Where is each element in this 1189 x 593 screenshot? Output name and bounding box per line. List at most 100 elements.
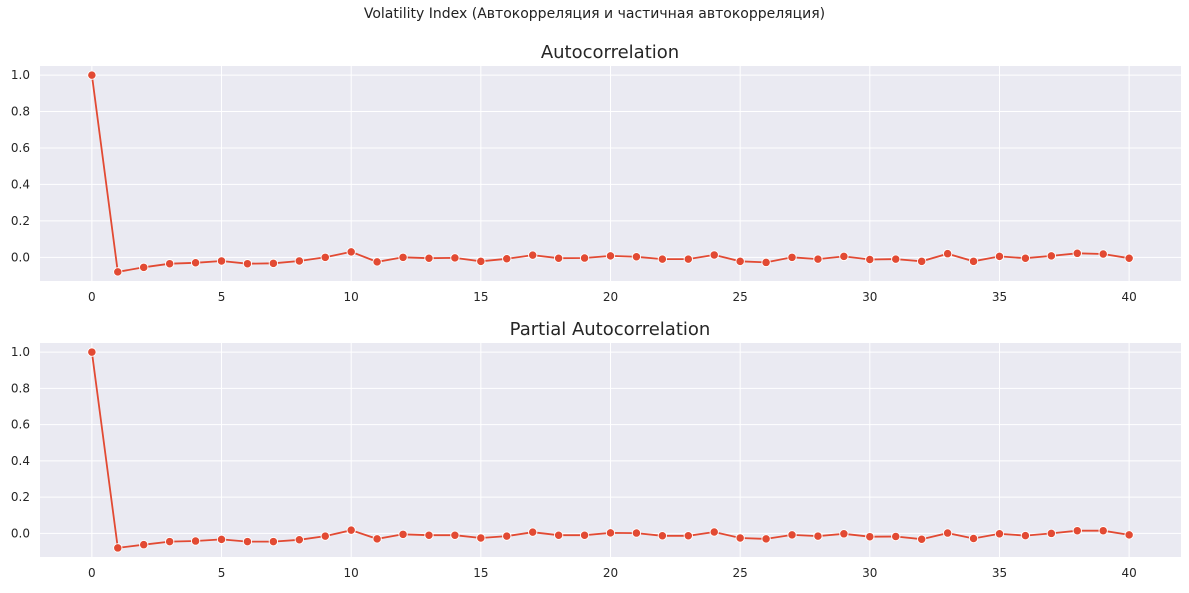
acf-data-point xyxy=(709,250,719,260)
pacf-xtick-label: 10 xyxy=(344,566,359,580)
pacf-ytick-label: 0.2 xyxy=(11,490,30,504)
acf-xtick-label: 30 xyxy=(862,290,877,304)
pacf-data-point xyxy=(424,530,434,540)
pacf-data-point xyxy=(605,528,616,538)
pacf-data-point xyxy=(942,528,953,538)
pacf-data-point xyxy=(1020,530,1031,541)
acf-data-point xyxy=(502,254,512,264)
pacf-xtick-label: 5 xyxy=(218,566,226,580)
acf-data-point xyxy=(113,267,123,277)
acf-data-point xyxy=(476,256,486,266)
acf-ytick-label: 0.4 xyxy=(11,177,30,191)
pacf-data-point xyxy=(657,531,668,541)
pacf-xtick-label: 35 xyxy=(992,566,1007,580)
acf-data-point xyxy=(242,259,253,269)
acf-data-point xyxy=(87,70,97,80)
pacf-xtick-label: 30 xyxy=(862,566,877,580)
acf-data-point xyxy=(450,253,460,263)
acf-data-point xyxy=(398,252,408,262)
acf-xtick-label: 10 xyxy=(344,290,359,304)
acf-data-point xyxy=(165,259,175,269)
acf-xtick-label: 25 xyxy=(733,290,748,304)
pacf-data-point xyxy=(631,528,642,538)
acf-data-point xyxy=(1098,249,1108,259)
acf-data-point xyxy=(1046,251,1056,261)
acf-data-point xyxy=(942,249,953,259)
pacf-data-point xyxy=(994,529,1005,539)
pacf-data-point xyxy=(139,540,149,550)
pacf-data-point xyxy=(787,530,797,540)
acf-data-point xyxy=(994,251,1005,262)
pacf-data-point xyxy=(891,531,901,542)
acf-data-point xyxy=(1020,253,1031,263)
pacf-ytick-label: 0.8 xyxy=(11,381,30,395)
acf-plot-area: 0.0 0.2 0.4 0.6 0.8 1.0 0 5 10 15 20 25 30 35 40 xyxy=(11,66,1181,304)
acf-data-point xyxy=(657,254,668,264)
acf-data-point xyxy=(1124,253,1134,263)
pacf-data-point xyxy=(113,543,123,553)
pacf-data-point xyxy=(865,532,875,542)
pacf-ytick-label: 0.0 xyxy=(11,526,30,540)
acf-data-point xyxy=(787,252,797,262)
pacf-data-point xyxy=(242,536,253,547)
acf-ytick-label: 0.0 xyxy=(11,250,30,264)
pacf-data-point xyxy=(761,534,771,544)
acf-data-point xyxy=(891,254,901,264)
acf-data-point xyxy=(917,256,927,266)
acf-xtick-label: 40 xyxy=(1121,290,1136,304)
pacf-data-point xyxy=(216,534,227,545)
pacf-data-point xyxy=(1098,526,1108,536)
pacf-chart-title: Partial Autocorrelation xyxy=(510,319,711,340)
pacf-data-point xyxy=(709,527,719,537)
pacf-data-point xyxy=(450,530,460,540)
pacf-data-point xyxy=(968,533,979,544)
acf-xtick-label: 20 xyxy=(603,290,618,304)
acf-data-point xyxy=(553,253,564,263)
acf-xtick-label: 15 xyxy=(473,290,488,304)
acf-data-point xyxy=(139,262,149,272)
pacf-data-point xyxy=(346,525,356,535)
acf-chart: Autocorrelation 0.0 0.2 0.4 0.6 0.8 1.0 0 5 10 15… xyxy=(11,42,1181,304)
acf-data-point xyxy=(216,256,227,266)
pacf-xtick-label: 0 xyxy=(88,566,96,580)
acf-data-point xyxy=(735,256,745,266)
acf-data-point xyxy=(631,252,642,262)
pacf-data-point xyxy=(528,527,538,537)
acf-data-point xyxy=(190,258,201,268)
acf-data-point xyxy=(268,258,279,268)
pacf-ytick-label: 1.0 xyxy=(11,345,30,359)
figure-suptitle: Volatility Index (Автокорреляция и части… xyxy=(363,6,826,22)
pacf-data-point xyxy=(683,531,693,541)
acf-data-point xyxy=(372,257,382,267)
acf-ytick-label: 1.0 xyxy=(11,68,30,82)
pacf-data-point xyxy=(268,536,279,547)
pacf-data-point xyxy=(839,529,849,539)
pacf-data-point xyxy=(1046,528,1056,539)
acf-xtick-label: 35 xyxy=(992,290,1007,304)
acf-data-point xyxy=(528,250,538,260)
pacf-xtick-label: 20 xyxy=(603,566,618,580)
acf-data-point xyxy=(683,254,693,264)
acf-data-point xyxy=(968,256,979,266)
pacf-plot-area: 0.0 0.2 0.4 0.6 0.8 1.0 0 5 10 15 20 25 30 35 40 xyxy=(11,343,1181,580)
acf-ytick-label: 0.6 xyxy=(11,141,30,155)
pacf-data-point xyxy=(398,529,408,539)
pacf-data-point xyxy=(87,347,97,357)
acf-ytick-label: 0.2 xyxy=(11,214,30,228)
acf-data-point xyxy=(839,251,849,262)
pacf-data-point xyxy=(190,536,201,546)
pacf-data-point xyxy=(1124,530,1134,540)
acf-data-point xyxy=(320,252,330,262)
pacf-data-point xyxy=(813,531,823,541)
pacf-xtick-label: 40 xyxy=(1121,566,1136,580)
pacf-xtick-label: 15 xyxy=(473,566,488,580)
pacf-chart: Partial Autocorrelation 0.0 0.2 0.4 0.6 0.8 1… xyxy=(11,319,1181,580)
pacf-data-point xyxy=(165,536,175,547)
pacf-data-point xyxy=(320,531,330,541)
acf-data-point xyxy=(865,254,875,265)
acf-data-point xyxy=(579,253,590,263)
acf-data-point xyxy=(605,251,616,261)
acf-data-point xyxy=(813,254,823,264)
acf-xtick-label: 5 xyxy=(218,290,226,304)
pacf-data-point xyxy=(917,534,927,544)
